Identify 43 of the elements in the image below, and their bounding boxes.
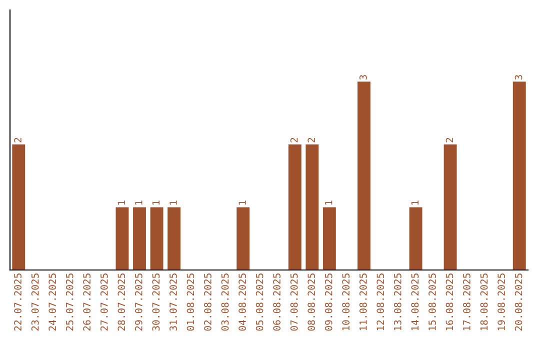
x-tick-label: 06.08.2025	[273, 274, 280, 331]
x-tick-label: 25.07.2025	[66, 274, 74, 331]
x-tick-label: 05.08.2025	[256, 274, 264, 331]
data-label: 3	[514, 75, 522, 80]
data-label: 2	[446, 138, 454, 142]
x-tick-label: 10.08.2025	[342, 274, 350, 330]
data-label: 2	[290, 138, 298, 142]
x-tick-label: 24.07.2025	[48, 274, 56, 331]
x-tick-label: 12.08.2025	[376, 274, 384, 330]
x-tick-label: 22.07.2025	[14, 274, 22, 331]
x-tick-label: 01.08.2025	[186, 274, 194, 331]
x-tick-label: 17.08.2025	[463, 274, 470, 330]
data-label: 1	[152, 200, 160, 205]
x-tick-label: 23.07.2025	[31, 274, 39, 331]
x-tick-label: 11.08.2025	[359, 274, 367, 330]
x-tick-label: 02.08.2025	[204, 274, 212, 331]
x-tick-label: 18.08.2025	[480, 274, 488, 330]
x-tick-label: 27.07.2025	[100, 274, 108, 331]
x-tick-label: 19.08.2025	[498, 274, 505, 330]
x-tick-label: 14.08.2025	[411, 274, 419, 330]
x-tick-label: 31.07.2025	[170, 274, 177, 331]
x-tick-label: 29.07.2025	[134, 274, 142, 331]
data-label: 1	[238, 200, 246, 205]
x-tick-label: 04.08.2025	[238, 274, 246, 331]
data-label: 1	[325, 200, 332, 205]
x-tick-label: 03.08.2025	[221, 274, 229, 331]
x-tick-label: 28.07.2025	[118, 274, 126, 331]
x-tick-label: 16.08.2025	[446, 274, 454, 330]
data-label: 2	[308, 138, 315, 142]
x-tick-label: 07.08.2025	[290, 274, 298, 331]
x-tick-label: 26.07.2025	[83, 274, 91, 331]
data-label: 3	[359, 75, 367, 80]
data-label: 2	[14, 138, 22, 142]
x-tick-label: 09.08.2025	[324, 274, 332, 331]
x-tick-label: 30.07.2025	[152, 274, 160, 331]
x-tick-label: 20.08.2025	[514, 274, 522, 331]
data-label: 1	[135, 200, 142, 205]
data-label: 1	[411, 200, 418, 205]
data-label: 1	[170, 200, 177, 205]
data-label: 1	[118, 200, 125, 205]
x-tick-label: 08.08.2025	[308, 274, 316, 331]
x-tick-label: 15.08.2025	[428, 274, 436, 330]
x-tick-label: 13.08.2025	[394, 274, 402, 330]
